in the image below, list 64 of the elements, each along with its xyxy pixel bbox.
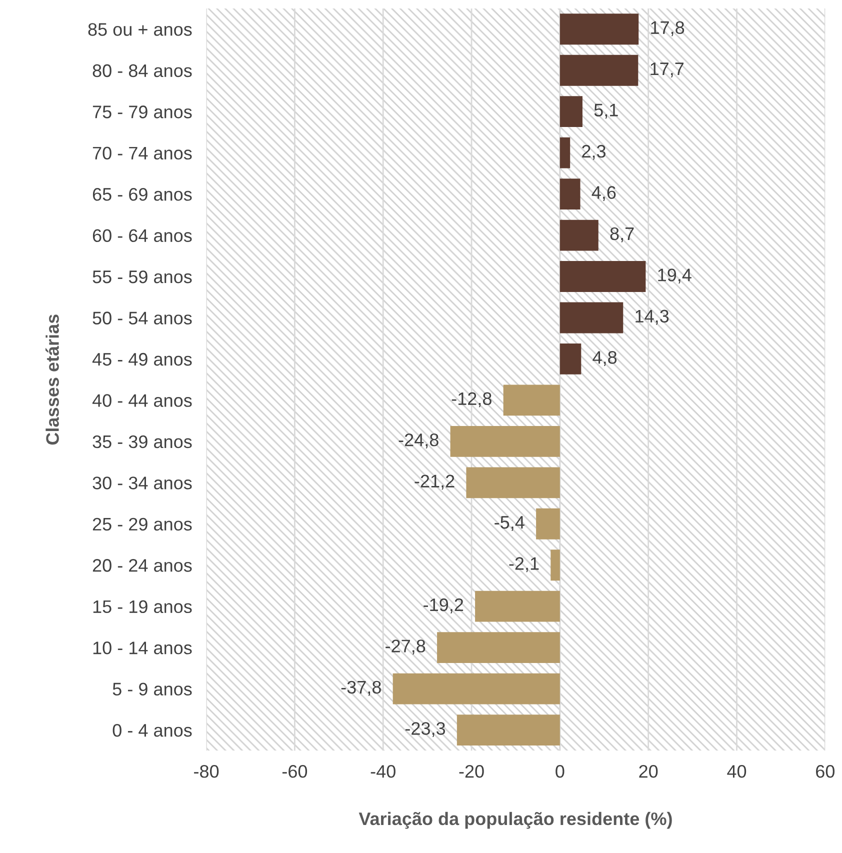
data-label: -21,2 bbox=[414, 474, 454, 490]
data-label: 14,3 bbox=[636, 310, 669, 325]
y-tick-label: 75 - 79 anos bbox=[92, 106, 192, 118]
data-label: -12,8 bbox=[452, 392, 492, 408]
x-tick-label: -40 bbox=[370, 765, 396, 778]
y-tick-label: 65 - 69 anos bbox=[92, 188, 192, 201]
data-label: -37,8 bbox=[341, 680, 381, 696]
y-tick-label: 40 - 44 anos bbox=[92, 394, 192, 407]
bar bbox=[392, 673, 560, 704]
x-tick-label: -80 bbox=[194, 765, 219, 778]
bar bbox=[503, 384, 560, 416]
bar bbox=[550, 550, 560, 581]
data-label: 2,3 bbox=[582, 144, 606, 160]
data-label: -27,8 bbox=[386, 640, 426, 655]
data-label: -23,3 bbox=[405, 722, 446, 738]
bar bbox=[560, 261, 646, 292]
x-axis-title: Variação da população residente (%) bbox=[358, 812, 672, 829]
data-label: -5,4 bbox=[494, 516, 524, 531]
bar bbox=[456, 714, 560, 746]
bar bbox=[560, 302, 624, 334]
bar bbox=[560, 14, 639, 45]
x-tick-label: 40 bbox=[727, 765, 746, 778]
data-label: 4,6 bbox=[592, 186, 616, 202]
y-tick-label: 80 - 84 anos bbox=[92, 64, 192, 78]
x-tick-label: -20 bbox=[459, 765, 484, 778]
bar bbox=[560, 137, 570, 168]
y-tick-label: 55 - 59 anos bbox=[92, 270, 192, 284]
y-tick-label: 30 - 34 anos bbox=[92, 476, 192, 490]
bar bbox=[560, 96, 582, 128]
bar bbox=[475, 590, 560, 622]
y-tick-label: 35 - 39 anos bbox=[92, 435, 192, 448]
data-label: -19,2 bbox=[424, 598, 464, 614]
data-label: -24,8 bbox=[398, 433, 438, 448]
data-label: 19,4 bbox=[658, 268, 692, 284]
bar bbox=[560, 54, 638, 86]
y-tick-label: 60 - 64 anos bbox=[92, 229, 192, 242]
data-label: 17,8 bbox=[651, 21, 684, 36]
bar bbox=[536, 508, 560, 540]
x-tick-label: -60 bbox=[282, 765, 308, 778]
bar bbox=[560, 220, 598, 251]
data-label: 8,7 bbox=[610, 227, 634, 242]
y-tick-label: 0 - 4 anos bbox=[112, 724, 192, 737]
y-tick-label: 25 - 29 anos bbox=[92, 518, 192, 531]
y-tick-label: 10 - 14 anos bbox=[93, 642, 192, 654]
data-label: 4,8 bbox=[592, 351, 617, 366]
x-tick-label: 60 bbox=[816, 765, 834, 778]
data-label: 17,7 bbox=[650, 62, 684, 78]
y-tick-label: 20 - 24 anos bbox=[92, 559, 192, 572]
y-tick-label: 15 - 19 anos bbox=[93, 600, 192, 614]
bar bbox=[437, 632, 560, 664]
y-tick-label: 5 - 9 anos bbox=[112, 682, 192, 696]
x-tick-label: 0 bbox=[556, 765, 564, 778]
bar bbox=[450, 426, 560, 457]
y-tick-label: 85 ou + anos bbox=[88, 23, 192, 36]
data-label: 5,1 bbox=[594, 104, 618, 119]
y-tick-label: 50 - 54 anos bbox=[92, 312, 192, 324]
y-tick-label: 70 - 74 anos bbox=[92, 146, 192, 160]
data-label: -2,1 bbox=[509, 557, 539, 572]
bar bbox=[466, 467, 560, 498]
y-axis-title: Classes etárias bbox=[46, 314, 59, 445]
bar bbox=[560, 344, 582, 374]
x-tick-label: 20 bbox=[639, 765, 658, 778]
y-tick-label: 45 - 49 anos bbox=[92, 352, 192, 366]
bar bbox=[560, 178, 580, 210]
